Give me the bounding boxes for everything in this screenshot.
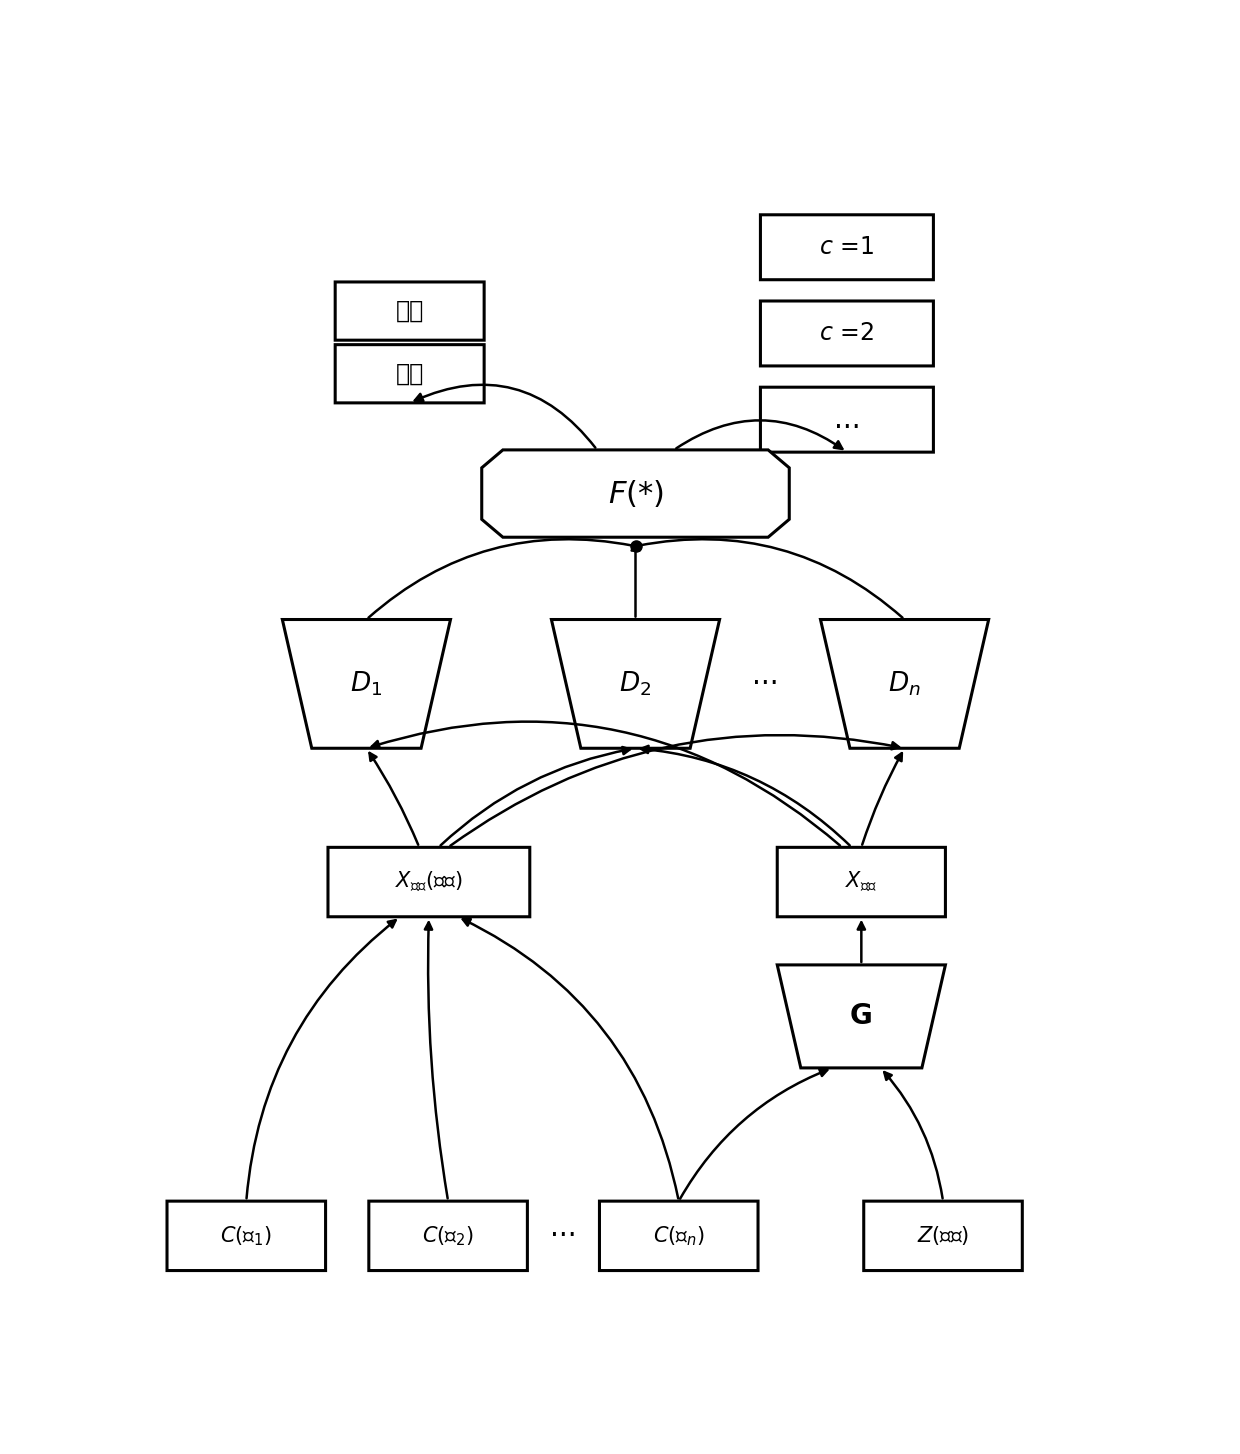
Text: G: G [849, 1002, 873, 1031]
Text: ···: ··· [751, 670, 779, 698]
Text: 虚假: 虚假 [396, 362, 424, 385]
Polygon shape [283, 619, 450, 749]
Text: $X_{真实}$(数据): $X_{真实}$(数据) [396, 869, 463, 894]
Text: $Z$(噪声): $Z$(噪声) [916, 1224, 970, 1248]
FancyBboxPatch shape [335, 282, 484, 340]
Text: $D_n$: $D_n$ [888, 670, 921, 698]
FancyBboxPatch shape [327, 848, 529, 917]
Polygon shape [821, 619, 988, 749]
Text: $F(*)$: $F(*)$ [608, 478, 663, 509]
Polygon shape [481, 449, 789, 537]
FancyBboxPatch shape [599, 1201, 758, 1271]
Text: 真实: 真实 [396, 300, 424, 323]
Text: $c$ =2: $c$ =2 [820, 321, 874, 346]
Text: $c$ =1: $c$ =1 [820, 236, 874, 259]
Text: $C$(类$_2$): $C$(类$_2$) [423, 1224, 474, 1248]
FancyBboxPatch shape [368, 1201, 527, 1271]
Text: $C$(类$_1$): $C$(类$_1$) [221, 1224, 272, 1248]
FancyBboxPatch shape [864, 1201, 1022, 1271]
Text: $D_2$: $D_2$ [619, 670, 652, 698]
FancyBboxPatch shape [760, 387, 934, 452]
FancyBboxPatch shape [777, 848, 945, 917]
Text: $X_{虚假}$: $X_{虚假}$ [846, 869, 878, 894]
FancyBboxPatch shape [760, 215, 934, 279]
FancyBboxPatch shape [760, 301, 934, 366]
FancyBboxPatch shape [335, 345, 484, 403]
Polygon shape [777, 965, 945, 1067]
Text: ···: ··· [551, 1221, 577, 1250]
Text: ...: ... [833, 406, 861, 433]
FancyBboxPatch shape [167, 1201, 326, 1271]
Text: $D_1$: $D_1$ [350, 670, 383, 698]
Polygon shape [552, 619, 719, 749]
Text: $C$(类$_n$): $C$(类$_n$) [653, 1224, 704, 1248]
